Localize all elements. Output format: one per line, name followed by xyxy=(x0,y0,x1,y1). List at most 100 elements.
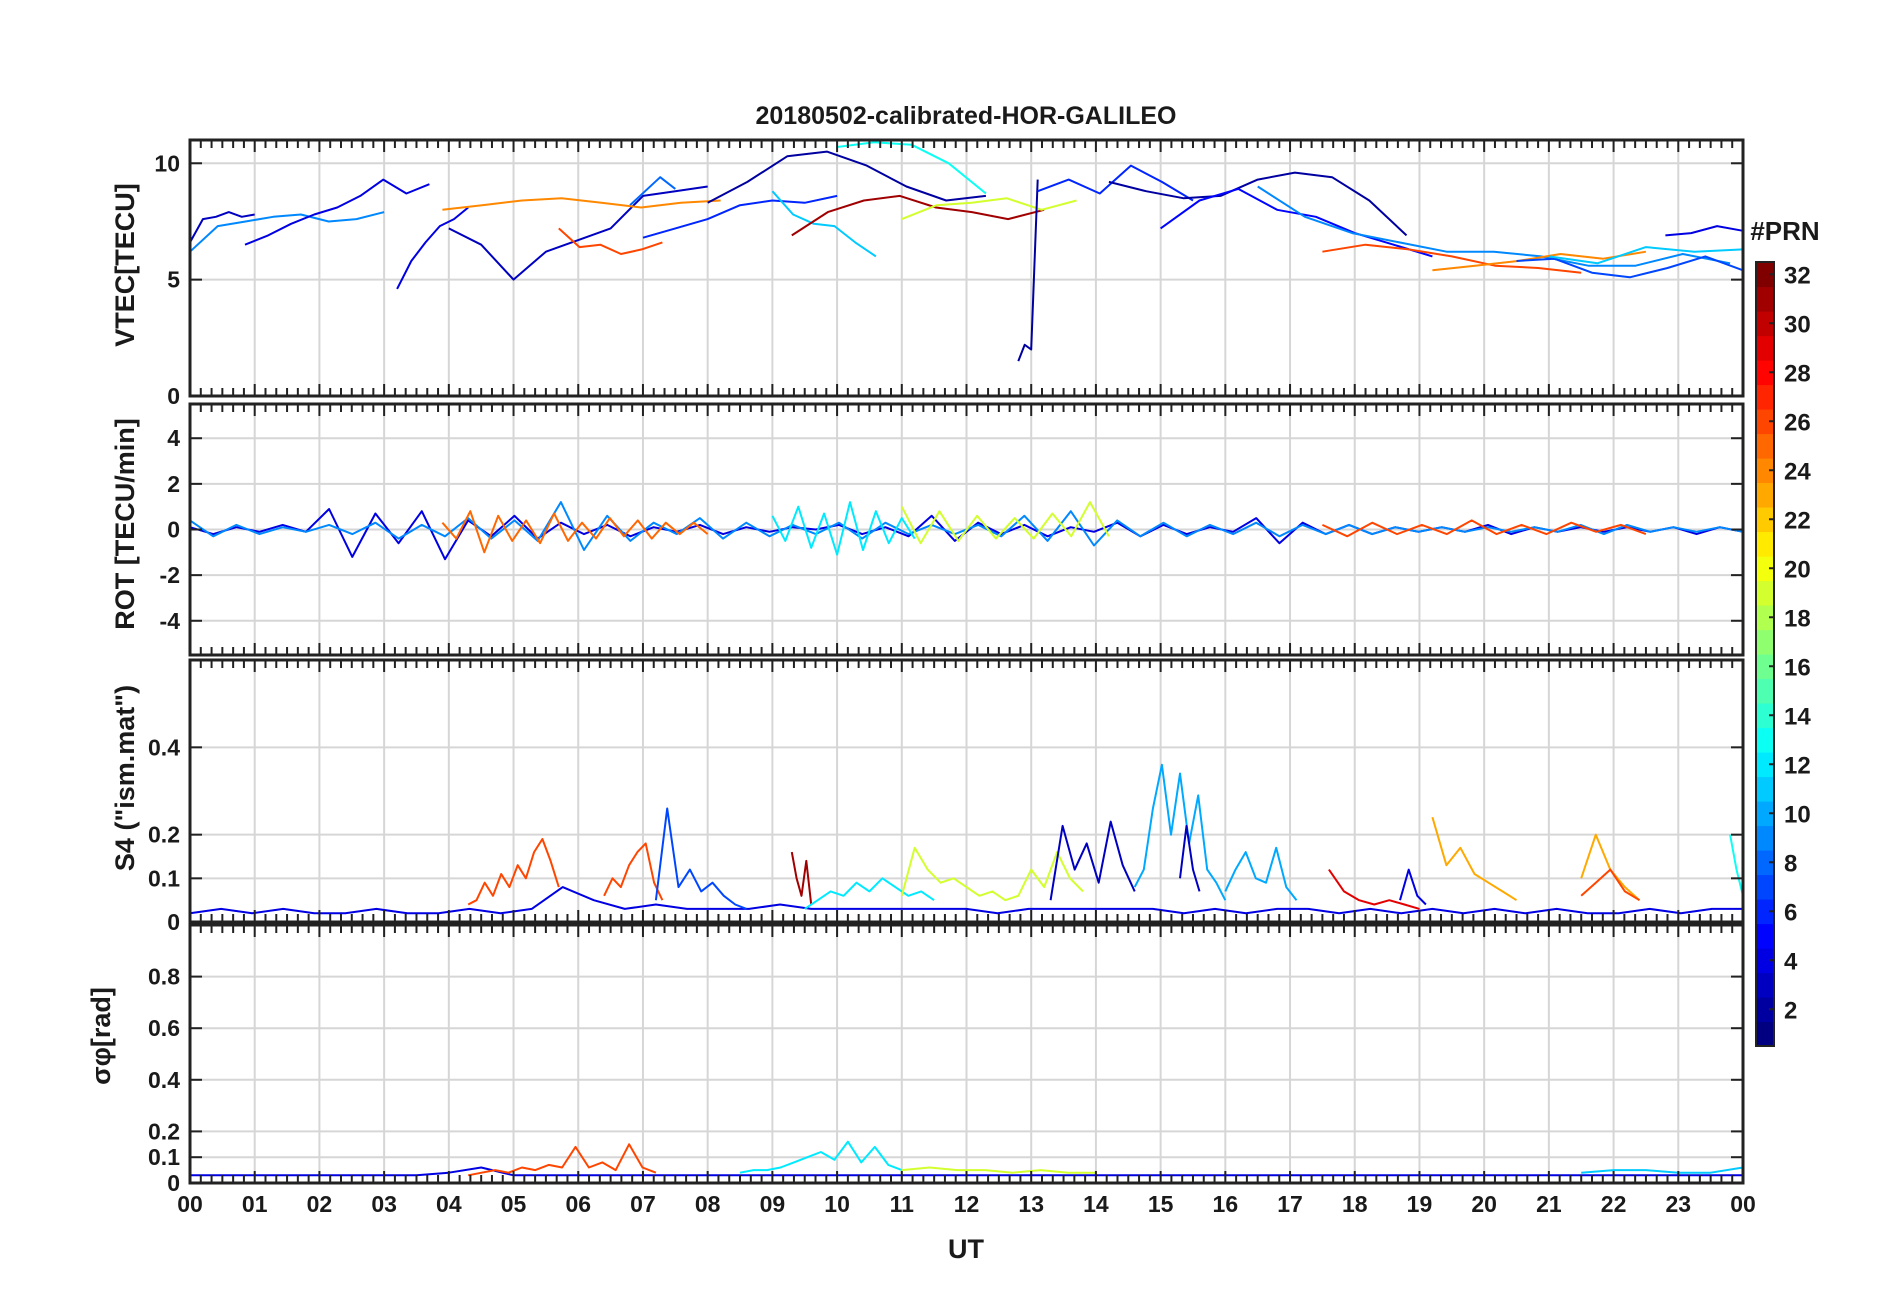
series-line-prn-3 xyxy=(1049,820,1136,901)
colorbar-segment xyxy=(1756,1021,1774,1047)
series-line-prn-3 xyxy=(448,185,708,281)
colorbar-segment xyxy=(1756,850,1774,876)
colorbar-tick-label: 14 xyxy=(1784,703,1811,730)
series-line-prn-24 xyxy=(442,197,721,211)
colorbar-segment xyxy=(1756,874,1774,900)
x-tick-label: 01 xyxy=(242,1191,268,1217)
vtec-panel: 0 5 10 xyxy=(154,138,1745,409)
series-line-prn-11 xyxy=(1581,1166,1744,1174)
colorbar-tick-label: 26 xyxy=(1784,409,1811,436)
colorbar-tick-label: 10 xyxy=(1784,801,1811,828)
x-tick-label: 15 xyxy=(1148,1191,1174,1217)
x-tick-label: 22 xyxy=(1601,1191,1627,1217)
colorbar-segment xyxy=(1756,801,1774,827)
series-line-prn-6 xyxy=(642,194,838,239)
colorbar-segment xyxy=(1756,311,1774,337)
colorbar-tick-label: 4 xyxy=(1784,948,1798,975)
x-tick-label: 14 xyxy=(1083,1191,1109,1217)
series-line-prn-2 xyxy=(1108,171,1408,237)
series-line-prn-26 xyxy=(1322,243,1582,274)
ylabel-rot: ROT [TECU/min] xyxy=(110,418,140,629)
x-tick-label: 19 xyxy=(1407,1191,1433,1217)
colorbar-segment xyxy=(1756,605,1774,631)
colorbar-tick-label: 8 xyxy=(1784,850,1797,877)
x-tick-label: 03 xyxy=(371,1191,397,1217)
y-tick-label: 0 xyxy=(167,517,180,543)
chart-title: 20180502-calibrated-HOR-GALILEO xyxy=(756,102,1177,130)
series-line-prn-10 xyxy=(1133,763,1227,901)
y-tick-label: 0.2 xyxy=(148,1118,180,1144)
x-tick-label: 06 xyxy=(565,1191,591,1217)
colorbar-segment xyxy=(1756,703,1774,729)
colorbar-segment xyxy=(1756,776,1774,802)
series-line-prn-26 xyxy=(1321,519,1647,538)
y-tick-label: 4 xyxy=(167,425,180,451)
series-line-prn-10 xyxy=(1224,846,1298,901)
y-tick-label: 0.2 xyxy=(148,822,180,848)
x-tick-label: 20 xyxy=(1471,1191,1497,1217)
series-line-prn-26 xyxy=(467,838,560,906)
x-tick-label: 16 xyxy=(1213,1191,1239,1217)
y-tick-label: 5 xyxy=(167,267,180,293)
series-line-prn-11 xyxy=(1548,246,1744,265)
x-axis-ticks: 00 01 02 03 04 05 06 07 08 09 10 11 12 13 14 15 16 17 18 19… xyxy=(177,1191,1756,1217)
series-line-prn-31 xyxy=(790,851,813,905)
y-tick-label: 0.6 xyxy=(148,1015,180,1041)
ylabel-sigma-phi: σφ[rad] xyxy=(86,987,116,1085)
panel-frame xyxy=(188,138,1745,398)
series-line-prn-7 xyxy=(1516,255,1744,279)
colorbar-segment xyxy=(1756,727,1774,753)
sigma-phi-panel: 00.10.2 0.4 0.6 0.8 xyxy=(148,923,1745,1196)
colorbar-tick-label: 16 xyxy=(1784,654,1811,681)
x-tick-label: 17 xyxy=(1277,1191,1303,1217)
colorbar-segment xyxy=(1756,286,1774,312)
x-axis-label: UT xyxy=(948,1234,984,1264)
colorbar-frame xyxy=(1755,261,1775,1047)
x-tick-label: 08 xyxy=(695,1191,721,1217)
y-tick-label: -2 xyxy=(160,562,180,588)
y-tick-label: 2 xyxy=(167,471,180,497)
panel-frame xyxy=(188,658,1745,924)
x-tick-label: 13 xyxy=(1018,1191,1044,1217)
series-line-prn-7 xyxy=(654,807,747,910)
colorbar-segment xyxy=(1756,629,1774,655)
colorbar-segment xyxy=(1756,678,1774,704)
colorbar-segment xyxy=(1756,531,1774,557)
y-tick-label: 0.8 xyxy=(148,964,180,990)
series-line-prn-8 xyxy=(629,176,676,206)
y-tick-label: 0 xyxy=(167,909,180,935)
colorbar-segment xyxy=(1756,972,1774,998)
y-tick-label: 0.1 xyxy=(148,1144,180,1170)
x-tick-label: 00 xyxy=(177,1191,203,1217)
colorbar-segment xyxy=(1756,360,1774,386)
x-tick-label: 04 xyxy=(436,1191,462,1217)
x-tick-label: 07 xyxy=(630,1191,656,1217)
y-tick-label: 0.4 xyxy=(148,734,180,760)
series-line-prn-2 xyxy=(707,150,987,204)
y-tick-label: 0.1 xyxy=(148,865,180,891)
ylabel-vtec: VTEC[TECU] xyxy=(110,183,140,347)
colorbar-segment xyxy=(1756,580,1774,606)
y-tick-label: 0.4 xyxy=(148,1067,180,1093)
colorbar-segment xyxy=(1756,948,1774,974)
colorbar-segment xyxy=(1756,409,1774,435)
colorbar-tick-label: 32 xyxy=(1784,262,1811,289)
x-tick-label: 23 xyxy=(1665,1191,1691,1217)
series-line-prn-23 xyxy=(1431,816,1518,902)
series-line-prn-13 xyxy=(836,141,987,195)
series-line-prn-26 xyxy=(558,227,663,255)
series-line-prn-12 xyxy=(739,1140,903,1174)
series-line-prn-19 xyxy=(901,197,1077,221)
series-line-prn-19 xyxy=(900,501,1110,545)
colorbar-segment xyxy=(1756,458,1774,484)
y-tick-label: -4 xyxy=(160,608,181,634)
y-tick-label: 0 xyxy=(167,383,180,409)
x-tick-label: 02 xyxy=(307,1191,333,1217)
series-line-prn-12 xyxy=(804,877,935,910)
series-line-prn-19 xyxy=(900,846,1084,902)
s4-panel: 0 0.1 0.2 0.4 xyxy=(148,658,1745,935)
ylabel-s4: S4 ("ism.mat") xyxy=(110,685,140,871)
series-line-prn-5 xyxy=(1160,187,1433,258)
panel-frame xyxy=(188,923,1745,1185)
